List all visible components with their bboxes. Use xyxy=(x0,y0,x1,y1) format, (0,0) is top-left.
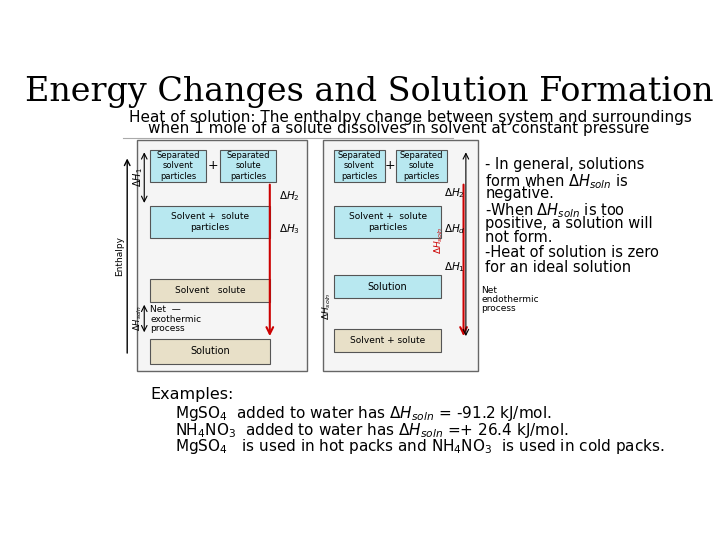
Text: MgSO$_4$   is used in hot packs and NH$_4$NO$_3$  is used in cold packs.: MgSO$_4$ is used in hot packs and NH$_4$… xyxy=(175,437,665,456)
Bar xyxy=(334,206,441,238)
Bar xyxy=(150,206,270,238)
Text: Enthalpy: Enthalpy xyxy=(115,236,124,276)
Text: - In general, solutions: - In general, solutions xyxy=(485,157,644,172)
Text: exothermic: exothermic xyxy=(150,315,202,324)
Text: -When $\Delta H_{soln}$ is too: -When $\Delta H_{soln}$ is too xyxy=(485,201,626,220)
Text: +: + xyxy=(207,159,217,172)
Text: Net  —: Net — xyxy=(150,305,181,314)
Text: Solution: Solution xyxy=(368,281,408,292)
Text: $\Delta H_{soln}$: $\Delta H_{soln}$ xyxy=(320,292,333,320)
Text: Separated
solvent
particles: Separated solvent particles xyxy=(338,151,381,180)
Text: negative.: negative. xyxy=(485,186,554,201)
Text: Solvent +  solute
particles: Solvent + solute particles xyxy=(348,212,427,232)
Bar xyxy=(334,275,441,298)
Text: $\Delta H_3$: $\Delta H_3$ xyxy=(279,222,300,237)
Text: $\Delta H_2$: $\Delta H_2$ xyxy=(279,189,300,202)
Text: $\Delta H_2$: $\Delta H_2$ xyxy=(444,186,465,200)
Text: Separated
solute
particles: Separated solute particles xyxy=(400,151,443,180)
Text: Examples:: Examples: xyxy=(150,387,234,402)
Text: form when $\Delta H_{soln}$ is: form when $\Delta H_{soln}$ is xyxy=(485,172,629,191)
Bar xyxy=(137,140,307,372)
Text: $\Delta H_1$: $\Delta H_1$ xyxy=(444,260,465,274)
Text: process: process xyxy=(150,325,185,333)
Text: for an ideal solution: for an ideal solution xyxy=(485,260,631,275)
Bar xyxy=(220,150,276,182)
Text: endothermic: endothermic xyxy=(482,295,539,304)
Bar xyxy=(323,140,477,372)
Text: $\Delta H_d$: $\Delta H_d$ xyxy=(444,222,466,235)
Text: $\Delta H_1$: $\Delta H_1$ xyxy=(131,168,145,187)
Bar xyxy=(334,150,384,182)
Bar xyxy=(150,150,206,182)
Text: -Heat of solution is zero: -Heat of solution is zero xyxy=(485,245,659,260)
Text: Heat of solution: The enthalpy change between system and surroundings: Heat of solution: The enthalpy change be… xyxy=(129,110,692,125)
Text: Solvent +  solute
particles: Solvent + solute particles xyxy=(171,212,249,232)
Text: $\Delta H_{soln}$: $\Delta H_{soln}$ xyxy=(131,306,143,332)
Text: Net: Net xyxy=(482,286,498,295)
Text: Energy Changes and Solution Formation: Energy Changes and Solution Formation xyxy=(24,76,714,108)
Text: Solvent + solute: Solvent + solute xyxy=(350,336,426,345)
Bar xyxy=(150,279,270,302)
Text: positive, a solution will: positive, a solution will xyxy=(485,215,653,231)
Text: when 1 mole of a solute dissolves in solvent at constant pressure: when 1 mole of a solute dissolves in sol… xyxy=(148,121,649,136)
Text: +: + xyxy=(384,159,395,172)
Text: Separated
solute
particles: Separated solute particles xyxy=(226,151,270,180)
Text: Separated
solvent
particles: Separated solvent particles xyxy=(157,151,200,180)
Text: not form.: not form. xyxy=(485,231,553,245)
Text: Solvent   solute: Solvent solute xyxy=(175,286,246,295)
Text: $\Delta H_{soln}$: $\Delta H_{soln}$ xyxy=(433,226,445,254)
Bar xyxy=(334,329,441,352)
Bar xyxy=(150,339,270,363)
Text: NH$_4$NO$_3$  added to water has $\Delta H_{soln}$ =+ 26.4 kJ/mol.: NH$_4$NO$_3$ added to water has $\Delta … xyxy=(175,421,569,440)
Bar xyxy=(396,150,446,182)
Text: process: process xyxy=(482,305,516,313)
Text: MgSO$_4$  added to water has $\Delta H_{soln}$ = -91.2 kJ/mol.: MgSO$_4$ added to water has $\Delta H_{s… xyxy=(175,403,552,423)
Text: Solution: Solution xyxy=(190,346,230,356)
